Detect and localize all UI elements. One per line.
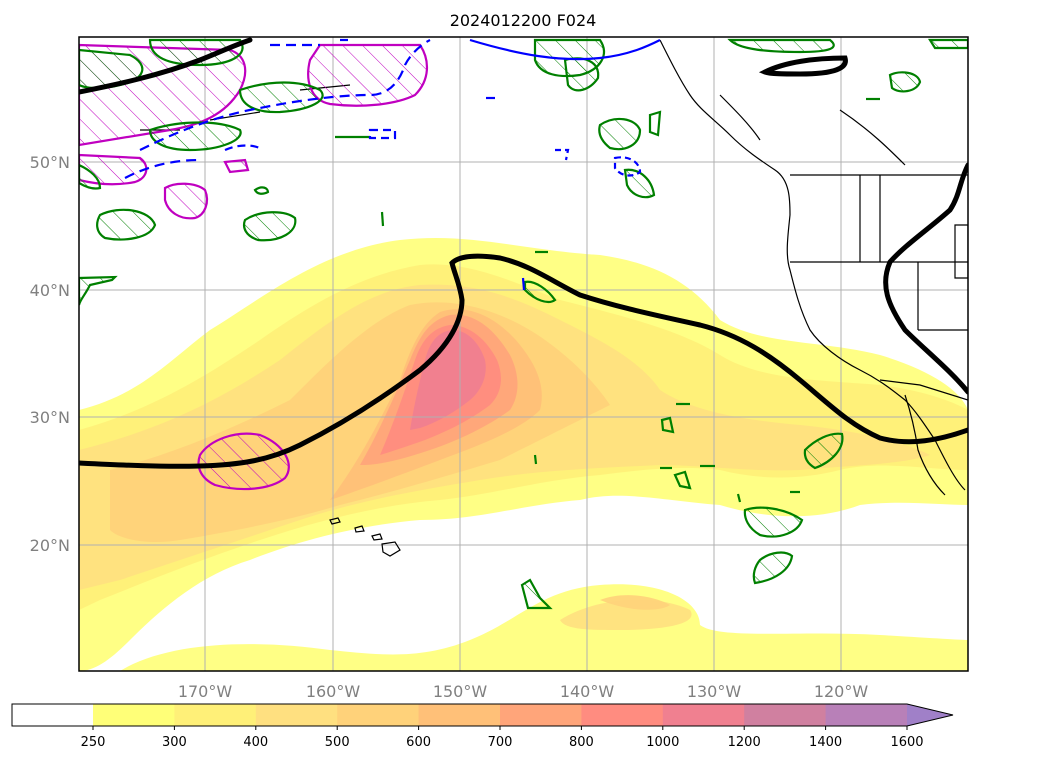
colorbar-tick-label: 700 [488,735,513,750]
lat-label-30n: 30°N [30,408,70,427]
lat-label-50n: 50°N [30,153,70,172]
black-contours [79,37,968,469]
lon-labels: 170°W 160°W 150°W 140°W 130°W 120°W [178,682,869,701]
colorbar-cell [418,704,501,726]
lon-label-170w: 170°W [178,682,233,701]
lon-label-130w: 130°W [687,682,742,701]
colorbar-cell [255,704,338,726]
lon-label-140w: 140°W [560,682,615,701]
map-area [79,37,968,671]
colorbar-cell [825,704,908,726]
colorbar-tick-label: 400 [243,735,268,750]
colorbar-cell [174,704,257,726]
lon-label-150w: 150°W [433,682,488,701]
colorbar-outline [11,703,954,727]
colorbar-cell [500,704,582,726]
lon-label-160w: 160°W [306,682,361,701]
lat-label-40n: 40°N [30,281,70,300]
lat-labels: 50°N 40°N 30°N 20°N [30,153,70,555]
colorbar-tick-label: 600 [406,735,431,750]
map-frame [78,36,969,672]
lon-label-120w: 120°W [814,682,869,701]
colorbar-cells [11,703,954,727]
colorbar-tick-label: 1200 [728,735,761,750]
colorbar-tick-label: 1000 [646,735,679,750]
colorbar-tick-label: 1400 [809,735,842,750]
colorbar-tick-label: 250 [81,735,106,750]
colorbar-tick-label: 1600 [890,735,923,750]
colorbar-cell [12,704,93,726]
ivt-shading [79,238,968,671]
colorbar-ticks: 250 300 400 500 600 700 800 1000 1200 1400 1600 [81,726,924,750]
colorbar: 250 300 400 500 600 700 800 1000 1200 1400 1600 [11,703,954,750]
colorbar-tick-label: 300 [162,735,187,750]
colorbar-tick-label: 500 [325,735,350,750]
colorbar-tick-label: 800 [569,735,594,750]
map-title: 2024012200 F024 [450,11,597,30]
colorbar-cell [744,704,827,726]
colorbar-cell [337,704,420,726]
blue-contours [124,38,661,291]
colorbar-cell [581,704,664,726]
colorbar-cell [662,704,745,726]
green-contours [79,38,968,610]
colorbar-cell [93,704,175,726]
colorbar-extend-arrow [907,704,953,726]
lat-label-20n: 20°N [30,536,70,555]
